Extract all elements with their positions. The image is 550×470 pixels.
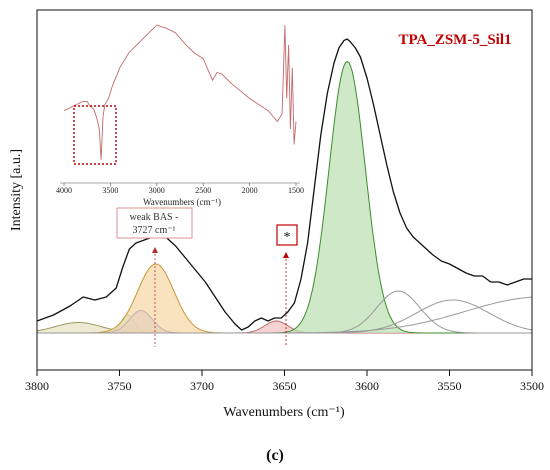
inset-x-ticks: 4000 3500 3000 2500 2000 1500 [56,183,304,195]
inset-spectrum-line [63,24,297,160]
x-tick-label: 3500 [520,379,544,393]
x-tick-label: 3550 [438,379,462,393]
spectrum-line [36,38,532,331]
star-annotation: * [276,224,298,347]
bas-marker-arrow [152,247,158,253]
fitted-peak-fill [37,321,532,333]
x-tick-label: 3600 [355,379,379,393]
bas-annotation-line2: 3727 cm⁻¹ [133,225,176,236]
fitted-peak-curve [37,296,533,334]
inset-highlight-box [73,105,117,165]
fitted-peak-curve [37,263,532,334]
star-marker-arrow [283,252,289,258]
spectrum-layer [36,38,532,331]
x-tick-label: 3650 [273,379,297,393]
inset-tick-label: 1500 [288,186,304,195]
inset-x-axis-label: Wavenumbers (cm⁻¹) [143,197,221,207]
bas-annotation-box [116,207,193,239]
fitted-peaks-layer [36,60,533,334]
inset-tick-label: 3500 [102,186,118,195]
inset-tick-label: 3000 [149,186,165,195]
chart-title: TPA_ZSM-5_Sil1 [398,32,511,48]
x-axis-label: Wavenumbers (cm⁻¹) [223,405,345,420]
x-tick-label: 3800 [25,379,49,393]
inset-plot-layer [63,24,297,160]
star-annotation-box [276,224,298,246]
inset-tick-label: 2500 [195,186,211,195]
fitted-peak-fill [37,264,532,333]
inset-spectrum: 4000 3500 3000 2500 2000 1500 Wavenumbers (cm… [56,24,304,207]
x-tick-label: 3750 [108,379,132,393]
inset-tick-label: 4000 [56,186,72,195]
bas-annotation-line1: weak BAS - [130,212,179,223]
inset-tick-label: 2000 [242,186,258,195]
x-tick-label: 3700 [190,379,214,393]
bas-annotation: weak BAS - 3727 cm⁻¹ [116,207,193,347]
x-axis-ticks: 3800 3750 3700 3650 3600 3550 3500 [25,370,544,393]
star-annotation-text: * [284,230,291,245]
figure-caption: (c) [266,447,284,464]
y-axis-label: Intensity [a.u.] [9,149,24,231]
